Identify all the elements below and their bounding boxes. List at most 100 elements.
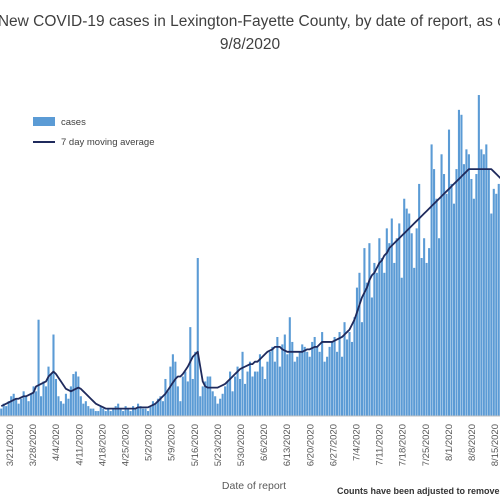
cases-bar <box>44 386 48 416</box>
cases-bar <box>413 267 416 416</box>
cases-bar <box>435 198 438 416</box>
cases-bar <box>442 174 446 416</box>
x-tick-label: 7/4/2020 <box>352 424 363 461</box>
cases-bar <box>438 238 441 416</box>
cases-bar <box>331 341 334 416</box>
x-tick-labels: 3/21/2020 3/28/2020 4/4/2020 4/11/2020 4/18/… <box>5 424 500 466</box>
cases-bar <box>219 398 222 416</box>
cases-bar <box>455 169 458 416</box>
cases-bar <box>184 371 187 416</box>
cases-bar <box>171 354 174 416</box>
cases-bar <box>149 406 152 416</box>
cases-bar <box>261 366 264 416</box>
cases-bar <box>132 406 135 416</box>
cases-bar <box>186 381 189 416</box>
cases-bar <box>452 203 456 416</box>
cases-bar <box>430 144 433 416</box>
cases-bar <box>194 351 197 416</box>
cases-bar <box>144 408 147 416</box>
x-tick-label: 6/13/2020 <box>282 424 293 466</box>
cases-bar <box>236 366 239 416</box>
x-tick-label: 7/11/2020 <box>375 424 386 466</box>
cases-bar <box>311 341 314 416</box>
cases-bar <box>141 408 145 416</box>
cases-bar <box>104 411 107 416</box>
cases-bar <box>221 393 224 416</box>
cases-bar <box>298 351 301 416</box>
cases-bar <box>87 406 90 416</box>
cases-bar <box>296 356 299 416</box>
cases-bar <box>204 381 207 416</box>
cases-bar <box>2 403 5 416</box>
cases-bar <box>64 393 67 416</box>
cases-bar <box>226 381 229 416</box>
cases-bar <box>17 403 20 416</box>
cases-bar <box>433 169 436 416</box>
x-tick-label: 6/20/2020 <box>305 424 316 466</box>
cases-bar <box>410 233 413 416</box>
cases-bar <box>40 396 43 416</box>
cases-bar <box>258 354 261 416</box>
cases-bar <box>475 174 478 416</box>
cases-bar <box>393 262 396 416</box>
cases-bar <box>92 408 95 416</box>
cases-bar <box>94 411 97 416</box>
cases-bar <box>196 257 199 416</box>
cases-bar <box>239 378 242 416</box>
x-tick-label: 8/15/2020 <box>490 424 500 466</box>
cases-bar <box>137 403 140 416</box>
cases-bar <box>405 208 408 416</box>
cases-bar <box>164 378 167 416</box>
cases-bar <box>365 282 368 416</box>
cases-bar <box>179 401 182 416</box>
cases-bar <box>134 408 137 416</box>
cases-bar <box>181 376 184 416</box>
cases-bar <box>408 213 411 416</box>
cases-bar <box>84 401 87 416</box>
cases-bar <box>174 361 177 416</box>
cases-bar <box>176 386 179 416</box>
cases-bar <box>119 408 122 416</box>
cases-bar <box>368 243 371 416</box>
cases-bar <box>303 346 306 416</box>
cases-bar <box>338 332 341 416</box>
x-tick-label: 5/23/2020 <box>213 424 224 466</box>
cases-bar <box>360 322 363 416</box>
x-tick-label: 3/28/2020 <box>28 424 39 466</box>
cases-bar <box>154 403 157 416</box>
x-tick-label: 3/21/2020 <box>5 424 16 466</box>
cases-bar <box>418 183 421 416</box>
cases-bar <box>490 213 493 416</box>
cases-bar <box>74 371 77 416</box>
x-tick-label: 6/27/2020 <box>328 424 339 466</box>
cases-bar <box>59 401 62 416</box>
cases-bar <box>266 361 269 416</box>
x-axis-label: Date of report <box>222 480 286 492</box>
cases-bar <box>22 391 25 416</box>
cases-bar <box>450 183 453 416</box>
cases-bar <box>12 393 15 416</box>
x-tick-label: 7/25/2020 <box>421 424 432 466</box>
x-tick-label: 7/18/2020 <box>398 424 409 466</box>
adjustment-note: Counts have been adjusted to remove 6 <box>337 486 500 496</box>
cases-bar <box>97 411 100 416</box>
cases-bar <box>5 406 8 416</box>
cases-bar <box>206 376 209 416</box>
cases-bar <box>440 154 443 417</box>
cases-bar <box>420 257 423 416</box>
cases-bar <box>415 228 418 416</box>
cases-bar <box>82 403 85 416</box>
cases-bar <box>495 193 498 416</box>
cases-bar <box>497 183 500 416</box>
legend-average-label: 7 day moving average <box>61 137 154 148</box>
cases-bar <box>375 272 378 416</box>
x-tick-label: 5/2/2020 <box>144 424 155 461</box>
cases-bar <box>10 396 13 416</box>
cases-bar <box>395 238 398 416</box>
cases-bar <box>467 154 470 417</box>
cases-bar <box>477 95 480 416</box>
cases-bar <box>423 238 426 416</box>
cases-bar <box>326 356 329 416</box>
cases-bar <box>316 346 319 416</box>
